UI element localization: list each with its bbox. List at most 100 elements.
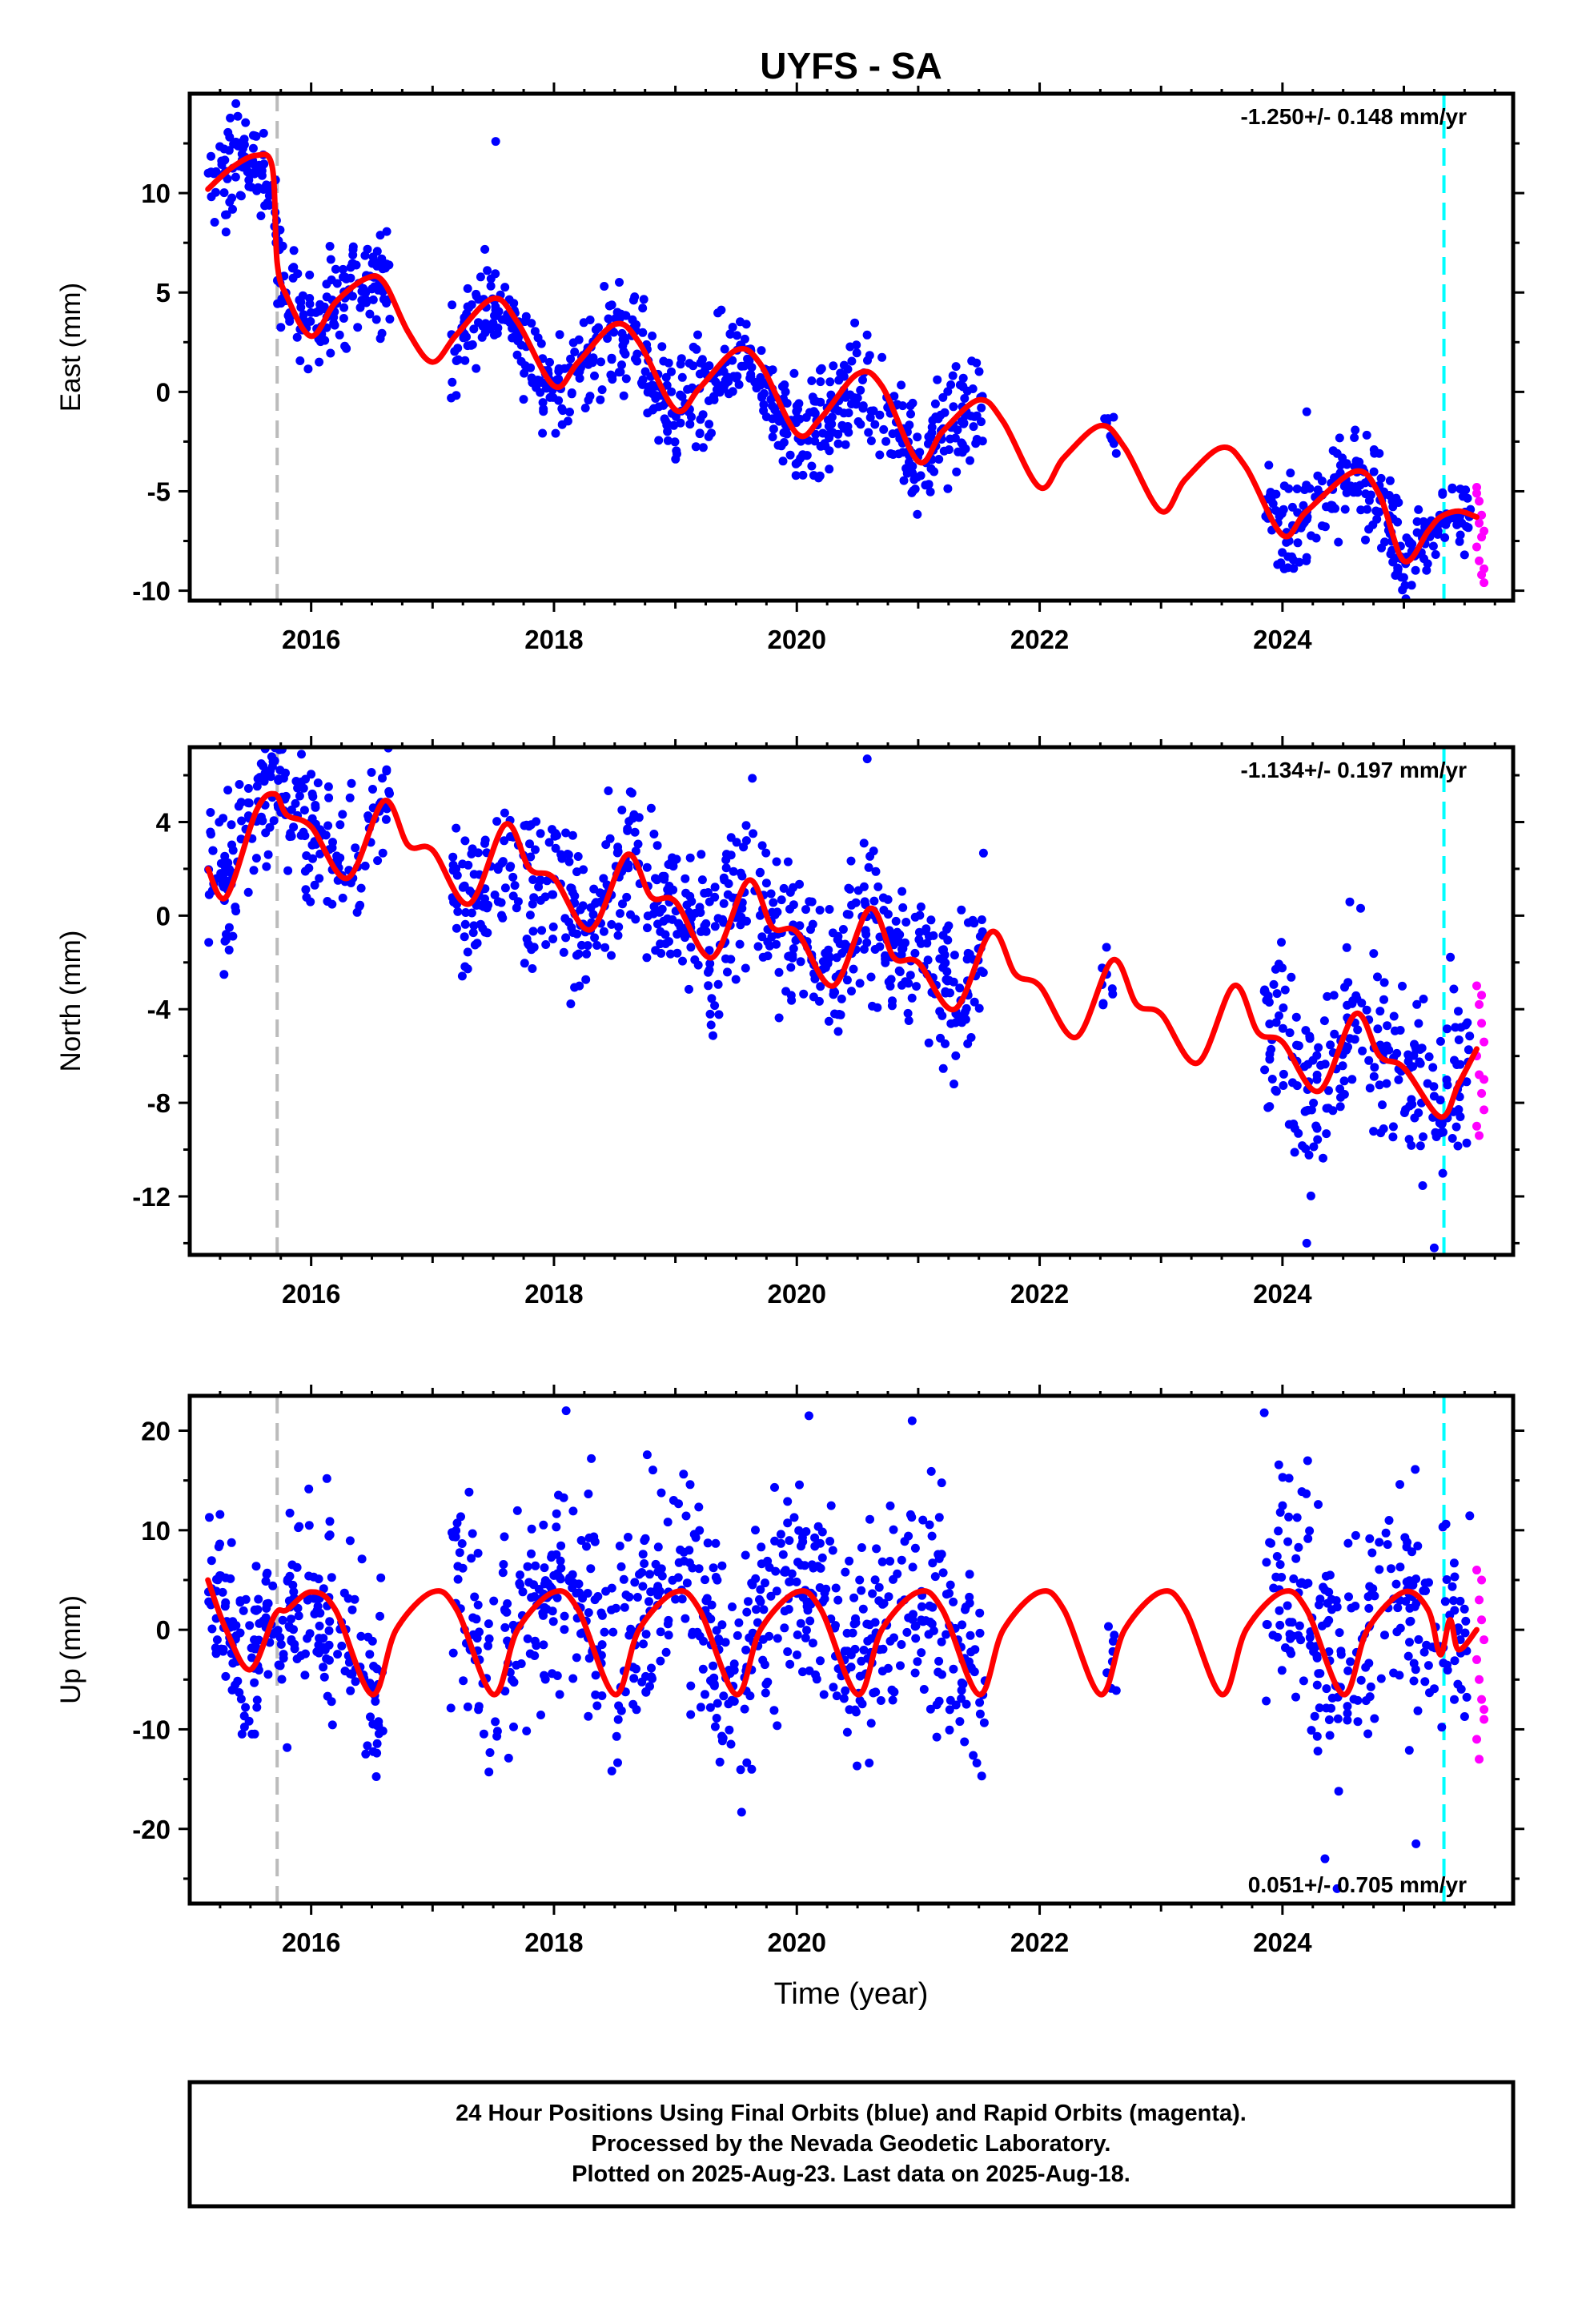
data-point — [793, 404, 802, 414]
data-point — [761, 1578, 769, 1588]
data-point — [736, 868, 745, 878]
data-point — [965, 1570, 974, 1579]
data-point — [311, 802, 320, 812]
data-point — [802, 451, 811, 460]
data-point — [1420, 1677, 1430, 1687]
data-point — [457, 971, 467, 981]
data-point — [852, 348, 861, 358]
data-point — [855, 1575, 865, 1585]
data-point — [536, 829, 545, 838]
data-point — [863, 356, 872, 365]
data-point — [291, 777, 301, 786]
x-tick-label: 2022 — [1010, 1928, 1069, 1957]
rapid-data-point — [1472, 1566, 1482, 1575]
data-point — [668, 915, 677, 924]
data-point — [817, 364, 826, 373]
data-point — [480, 835, 490, 845]
data-point — [630, 292, 640, 302]
data-point — [957, 1694, 966, 1703]
data-point — [1288, 1078, 1297, 1088]
data-point — [1345, 1034, 1355, 1043]
data-point — [1452, 1060, 1462, 1069]
data-point — [220, 936, 230, 946]
data-point — [742, 1607, 752, 1617]
data-point — [913, 432, 922, 442]
data-point — [1285, 1028, 1295, 1038]
data-point — [800, 1561, 809, 1570]
data-point — [747, 1578, 757, 1588]
data-point — [304, 863, 314, 873]
plot-area-up — [204, 1396, 1489, 1904]
data-point — [275, 774, 284, 784]
data-point — [1272, 989, 1282, 999]
data-point — [1464, 523, 1473, 533]
data-point — [1323, 991, 1332, 1001]
data-point — [1349, 488, 1359, 497]
data-point — [590, 933, 600, 943]
data-point — [844, 428, 853, 437]
data-point — [905, 971, 915, 980]
data-point — [1289, 1120, 1299, 1128]
data-point — [548, 890, 558, 899]
data-point — [328, 838, 337, 847]
data-point — [575, 373, 584, 383]
data-point — [875, 450, 885, 460]
data-point — [938, 955, 948, 965]
data-point — [962, 1699, 971, 1709]
data-point — [763, 937, 773, 947]
data-point — [726, 955, 736, 964]
data-point — [932, 1732, 942, 1742]
data-point — [291, 724, 300, 733]
data-point — [907, 1513, 917, 1522]
data-point — [1279, 1081, 1288, 1090]
footer-box — [187, 2080, 1516, 2209]
data-point — [1447, 1582, 1457, 1591]
data-point — [560, 364, 569, 373]
data-point — [607, 951, 616, 960]
data-point — [276, 1639, 286, 1649]
data-point — [677, 354, 686, 364]
data-point — [1353, 1695, 1363, 1705]
data-point — [463, 964, 472, 974]
data-point — [1275, 1620, 1285, 1630]
data-point — [927, 428, 937, 437]
data-point — [304, 1521, 314, 1530]
data-point — [377, 328, 387, 338]
data-point — [779, 883, 789, 893]
data-point — [878, 893, 888, 903]
data-point — [594, 323, 603, 332]
data-point — [908, 1562, 917, 1572]
data-point — [473, 1549, 483, 1558]
data-point — [975, 1709, 985, 1719]
data-point — [1407, 581, 1416, 590]
data-point — [1279, 1003, 1288, 1012]
velocity-rate-east: -1.250+/- 0.148 mm/yr — [1240, 104, 1467, 129]
data-point — [934, 1667, 943, 1677]
data-point — [344, 1658, 354, 1667]
data-point — [500, 283, 510, 292]
data-point — [292, 1655, 302, 1663]
data-point — [592, 941, 602, 950]
data-point — [710, 883, 720, 892]
data-point — [492, 817, 502, 826]
data-point — [620, 1602, 629, 1612]
data-point — [1360, 478, 1370, 488]
data-point — [464, 860, 473, 870]
data-point — [864, 428, 873, 437]
data-point — [881, 951, 889, 960]
data-point — [273, 1626, 283, 1635]
data-point — [1403, 1651, 1413, 1661]
data-point — [714, 1010, 724, 1019]
data-point — [463, 283, 472, 293]
data-point — [314, 1574, 323, 1584]
data-point — [1313, 1135, 1323, 1144]
data-point — [1324, 1086, 1333, 1096]
data-point — [476, 919, 485, 929]
data-point — [363, 811, 373, 821]
data-point — [583, 1589, 592, 1598]
data-point — [1343, 1715, 1352, 1725]
data-point — [827, 412, 837, 422]
data-point — [315, 357, 324, 367]
data-point — [567, 883, 576, 893]
